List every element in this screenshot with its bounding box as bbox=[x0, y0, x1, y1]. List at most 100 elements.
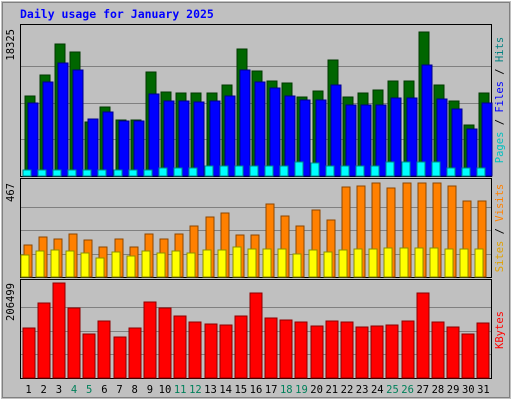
bar-kbytes bbox=[446, 326, 460, 379]
bar-pages bbox=[279, 165, 289, 177]
bar-sites bbox=[186, 252, 196, 278]
bar-files bbox=[239, 69, 251, 177]
x-tick-label: 19 bbox=[295, 384, 308, 396]
bar-files bbox=[57, 62, 69, 177]
bar-files bbox=[269, 87, 281, 177]
x-tick-label: 18 bbox=[280, 384, 293, 396]
x-tick-label: 4 bbox=[71, 384, 77, 396]
bar-pages bbox=[416, 161, 426, 177]
bar-files bbox=[163, 100, 175, 177]
bar-kbytes bbox=[476, 322, 490, 379]
bar-sites bbox=[459, 248, 469, 278]
bar-pages bbox=[461, 167, 471, 177]
bar-sites bbox=[399, 247, 409, 278]
bar-pages bbox=[219, 165, 229, 177]
bar-sites bbox=[323, 251, 333, 278]
legend-separator: / bbox=[494, 222, 506, 241]
bar-pages bbox=[294, 161, 304, 177]
x-tick-label: 12 bbox=[189, 384, 202, 396]
bar-kbytes bbox=[416, 292, 430, 379]
bar-kbytes bbox=[113, 336, 127, 379]
bar-files bbox=[27, 102, 39, 177]
bar-files bbox=[284, 95, 296, 177]
bar-kbytes bbox=[310, 325, 324, 379]
bar-sites bbox=[111, 251, 121, 278]
x-tick-label: 28 bbox=[432, 384, 445, 396]
legend-sites: Sites bbox=[494, 241, 506, 273]
bar-sites bbox=[80, 252, 90, 278]
bar-kbytes bbox=[158, 307, 172, 379]
x-tick-label: 7 bbox=[116, 384, 122, 396]
bar-files bbox=[133, 120, 145, 177]
bar-sites bbox=[414, 247, 424, 278]
bar-kbytes bbox=[234, 315, 248, 379]
bar-sites bbox=[277, 248, 287, 278]
x-tick-label: 10 bbox=[159, 384, 172, 396]
x-tick-label: 21 bbox=[325, 384, 338, 396]
x-tick-label: 15 bbox=[234, 384, 247, 396]
bar-sites bbox=[474, 248, 484, 278]
bar-kbytes bbox=[340, 321, 354, 379]
bar-sites bbox=[429, 247, 439, 278]
bar-sites bbox=[444, 248, 454, 278]
bar-marks bbox=[20, 31, 493, 379]
y-axis-max-label: 206499 bbox=[5, 283, 17, 321]
bar-files bbox=[178, 100, 190, 177]
bar-pages bbox=[22, 169, 32, 177]
bar-sites bbox=[262, 248, 272, 278]
bar-files bbox=[481, 102, 493, 177]
bar-kbytes bbox=[279, 319, 293, 379]
bar-kbytes bbox=[249, 292, 263, 379]
x-tick-label: 5 bbox=[86, 384, 92, 396]
bar-pages bbox=[158, 167, 168, 177]
bar-files bbox=[406, 97, 418, 177]
x-tick-label: 11 bbox=[174, 384, 187, 396]
legend-visits: Visits bbox=[494, 184, 506, 222]
x-tick-label: 30 bbox=[462, 384, 475, 396]
bar-files bbox=[345, 104, 357, 177]
bar-kbytes bbox=[204, 323, 218, 379]
bar-sites bbox=[50, 249, 60, 278]
bar-pages bbox=[264, 165, 274, 177]
bar-pages bbox=[113, 169, 123, 177]
bar-files bbox=[315, 99, 327, 177]
bar-sites bbox=[141, 250, 151, 278]
bar-files bbox=[193, 101, 205, 177]
bar-pages bbox=[370, 165, 380, 177]
x-tick-label: 9 bbox=[147, 384, 153, 396]
bar-kbytes bbox=[431, 321, 445, 379]
bar-sites bbox=[65, 250, 75, 278]
x-tick-label: 3 bbox=[56, 384, 62, 396]
bar-files bbox=[254, 81, 266, 177]
bar-sites bbox=[383, 247, 393, 278]
y-axis-max-label: 18325 bbox=[5, 29, 17, 61]
bar-pages bbox=[446, 167, 456, 177]
bar-files bbox=[360, 104, 372, 177]
bar-kbytes bbox=[219, 324, 233, 379]
legend-kbytes: KBytes bbox=[494, 311, 506, 349]
bar-pages bbox=[431, 161, 441, 177]
bar-sites bbox=[353, 248, 363, 278]
bar-files bbox=[330, 84, 342, 177]
bar-sites bbox=[292, 253, 302, 278]
bar-kbytes bbox=[37, 302, 51, 379]
series-legend: Sites / Visits bbox=[494, 184, 506, 273]
bar-pages bbox=[143, 169, 153, 177]
bar-files bbox=[72, 69, 84, 177]
x-tick-label: 24 bbox=[371, 384, 384, 396]
bar-files bbox=[375, 104, 387, 177]
bar-pages bbox=[173, 167, 183, 177]
bar-kbytes bbox=[97, 320, 111, 379]
bar-files bbox=[421, 64, 433, 177]
bar-pages bbox=[67, 169, 77, 177]
bar-sites bbox=[156, 252, 166, 278]
bar-pages bbox=[355, 165, 365, 177]
bar-kbytes bbox=[173, 315, 187, 379]
x-tick-label: 16 bbox=[250, 384, 263, 396]
bar-kbytes bbox=[188, 321, 202, 379]
bar-sites bbox=[308, 249, 318, 278]
bar-pages bbox=[401, 161, 411, 177]
bar-sites bbox=[20, 254, 30, 278]
